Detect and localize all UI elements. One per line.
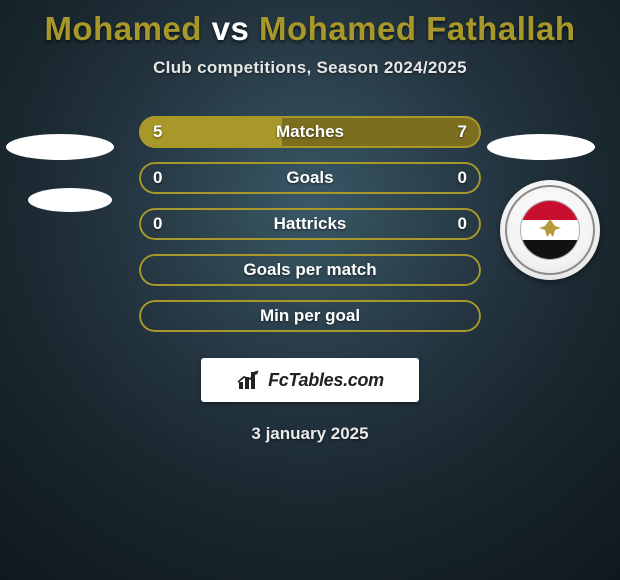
stat-row: Goals per match (139, 254, 481, 286)
club-badge-inner (520, 200, 580, 260)
eagle-icon (533, 213, 567, 247)
decor-ellipse (28, 188, 112, 212)
site-badge: FcTables.com (201, 358, 419, 402)
stat-row: 0Goals0 (139, 162, 481, 194)
title-part: vs (202, 10, 259, 47)
stat-value-right: 0 (451, 214, 467, 234)
generation-date: 3 january 2025 (0, 424, 620, 444)
subtitle: Club competitions, Season 2024/2025 (0, 58, 620, 78)
stat-label: Hattricks (139, 214, 481, 234)
stat-label: Min per goal (139, 306, 481, 326)
stat-label: Goals (139, 168, 481, 188)
stat-row: Min per goal (139, 300, 481, 332)
title-part: Mohamed Fathallah (259, 10, 576, 47)
stat-value-right: 7 (451, 122, 467, 142)
decor-ellipse (6, 134, 114, 160)
stat-value-right: 0 (451, 168, 467, 188)
page-title: Mohamed vs Mohamed Fathallah (0, 10, 620, 48)
site-badge-text: FcTables.com (268, 370, 384, 391)
club-badge (500, 180, 600, 280)
decor-ellipse (487, 134, 595, 160)
bar-chart-icon (236, 368, 262, 392)
stat-row: 5Matches7 (139, 116, 481, 148)
stat-row: 0Hattricks0 (139, 208, 481, 240)
stat-label: Goals per match (139, 260, 481, 280)
stat-label: Matches (139, 122, 481, 142)
title-part: Mohamed (44, 10, 202, 47)
